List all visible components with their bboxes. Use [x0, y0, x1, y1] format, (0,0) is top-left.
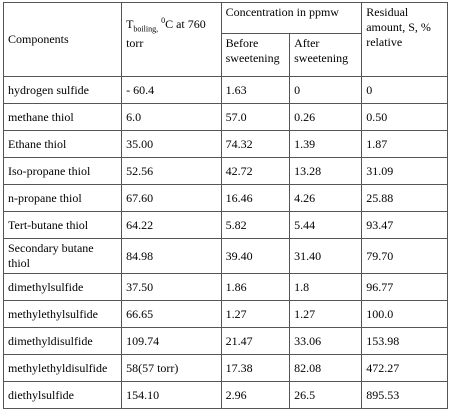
- table-cell: 79.70: [361, 238, 448, 274]
- header-cell: Tboiling, 0C at 760 torr: [121, 2, 222, 77]
- table-cell: 5.44: [289, 211, 363, 239]
- table-cell: 2.96: [220, 381, 291, 409]
- header-cell: Residual amount, S, % relative: [361, 2, 448, 77]
- header-text: After sweetening: [294, 36, 349, 65]
- table-row: methylethyldisulfide 58(57 torr) 17.38 82.0…: [2, 354, 448, 382]
- table-row: Tert-butane thiol 64.22 5.82 5.44 93.47: [2, 211, 448, 239]
- table-cell: 895.53: [361, 381, 448, 409]
- table-cell: 82.08: [289, 354, 363, 382]
- table-cell: 84.98: [121, 238, 222, 274]
- table-cell: 42.72: [220, 157, 291, 185]
- table-cell: n-propane thiol: [2, 184, 123, 212]
- table-cell: 100.0: [361, 300, 448, 328]
- table-cell: 58(57 torr): [121, 354, 222, 382]
- table-cell: - 60.4: [121, 76, 222, 104]
- header-row: Before sweetening After sweetening: [4, 33, 448, 77]
- header-text: Before sweetening: [225, 36, 280, 65]
- table-cell: 33.06: [289, 327, 363, 355]
- table-row: dimethyldisulfide 109.74 21.47 33.06 153.98: [2, 327, 448, 355]
- header-cell: Concentration in ppmw: [220, 2, 363, 34]
- header-cell: Components: [2, 2, 123, 77]
- table-cell: 1.63: [220, 76, 291, 104]
- table-cell: 67.60: [121, 184, 222, 212]
- table-cell: methylethyldisulfide: [2, 354, 123, 382]
- table-row: Secondary butane thiol 84.98 39.40 31.40 79.…: [2, 238, 448, 274]
- table-cell: dimethylsulfide: [2, 273, 123, 301]
- header-text: C at 760 torr: [126, 17, 206, 51]
- table-row: methylethylsulfide 66.65 1.27 1.27 100.0: [2, 300, 448, 328]
- table-cell: 1.86: [220, 273, 291, 301]
- header-cell: After sweetening: [289, 33, 363, 77]
- table-cell: Iso-propane thiol: [2, 157, 123, 185]
- table-cell: 21.47: [220, 327, 291, 355]
- table-cell: 66.65: [121, 300, 222, 328]
- header-text: Components: [8, 32, 69, 46]
- table-cell: 16.46: [220, 184, 291, 212]
- table-cell: 0: [361, 76, 448, 104]
- table-cell: 154.10: [121, 381, 222, 409]
- table-cell: Ethane thiol: [2, 130, 123, 158]
- table-cell: 93.47: [361, 211, 448, 239]
- table-cell: 96.77: [361, 273, 448, 301]
- table-row: dimethylsulfide 37.50 1.86 1.8 96.77: [2, 273, 448, 301]
- table-cell: 1.27: [220, 300, 291, 328]
- table-cell: 1.87: [361, 130, 448, 158]
- header-row: Components Tboiling, 0C at 760 torr Conc…: [2, 2, 448, 77]
- table-cell: 64.22: [121, 211, 222, 239]
- table-cell: methane thiol: [2, 103, 123, 131]
- header-text: Concentration in ppmw: [225, 5, 339, 19]
- table-cell: hydrogen sulfide: [2, 76, 123, 104]
- table-row: Iso-propane thiol 52.56 42.72 13.28 31.09: [2, 157, 448, 185]
- table-cell: 17.38: [220, 354, 291, 382]
- table-row: Ethane thiol 35.00 74.32 1.39 1.87: [2, 130, 448, 158]
- table-header: Components Tboiling, 0C at 760 torr Conc…: [2, 2, 448, 77]
- table-row: n-propane thiol 67.60 16.46 4.26 25.88: [2, 184, 448, 212]
- table-cell: Secondary butane thiol: [2, 238, 123, 274]
- table-cell: 39.40: [220, 238, 291, 274]
- table-cell: 31.09: [361, 157, 448, 185]
- table-cell: 37.50: [121, 273, 222, 301]
- table-row: hydrogen sulfide - 60.4 1.63 0 0: [2, 76, 448, 104]
- header-text: T: [126, 17, 134, 31]
- header-cell: Before sweetening: [220, 33, 291, 77]
- table-cell: 52.56: [121, 157, 222, 185]
- table-cell: 31.40: [289, 238, 363, 274]
- header-sub: boiling,: [133, 24, 159, 34]
- table-cell: diethylsulfide: [2, 381, 123, 409]
- header-text: Residual amount, S, % relative: [366, 5, 431, 49]
- table-cell: 1.8: [289, 273, 363, 301]
- table-cell: 13.28: [289, 157, 363, 185]
- table-cell: 74.32: [220, 130, 291, 158]
- table-body: hydrogen sulfide - 60.4 1.63 0 0 methane thio…: [2, 76, 448, 409]
- table-cell: 5.82: [220, 211, 291, 239]
- table-cell: 1.27: [289, 300, 363, 328]
- table-cell: dimethyldisulfide: [2, 327, 123, 355]
- table-cell: 0.50: [361, 103, 448, 131]
- table-row: diethylsulfide 154.10 2.96 26.5 895.53: [2, 381, 448, 409]
- table-cell: 35.00: [121, 130, 222, 158]
- table-cell: 1.39: [289, 130, 363, 158]
- table-cell: Tert-butane thiol: [2, 211, 123, 239]
- table-cell: 57.0: [220, 103, 291, 131]
- header-sup: 0: [161, 16, 166, 25]
- table-cell: 0: [289, 76, 363, 104]
- table-cell: 109.74: [121, 327, 222, 355]
- table-cell: 0.26: [289, 103, 363, 131]
- table-cell: methylethylsulfide: [2, 300, 123, 328]
- table-cell: 472.27: [361, 354, 448, 382]
- table-row: methane thiol 6.0 57.0 0.26 0.50: [2, 103, 448, 131]
- table-cell: 25.88: [361, 184, 448, 212]
- table-cell: 4.26: [289, 184, 363, 212]
- table-cell: 6.0: [121, 103, 222, 131]
- table-cell: 153.98: [361, 327, 448, 355]
- table-cell: 26.5: [289, 381, 363, 409]
